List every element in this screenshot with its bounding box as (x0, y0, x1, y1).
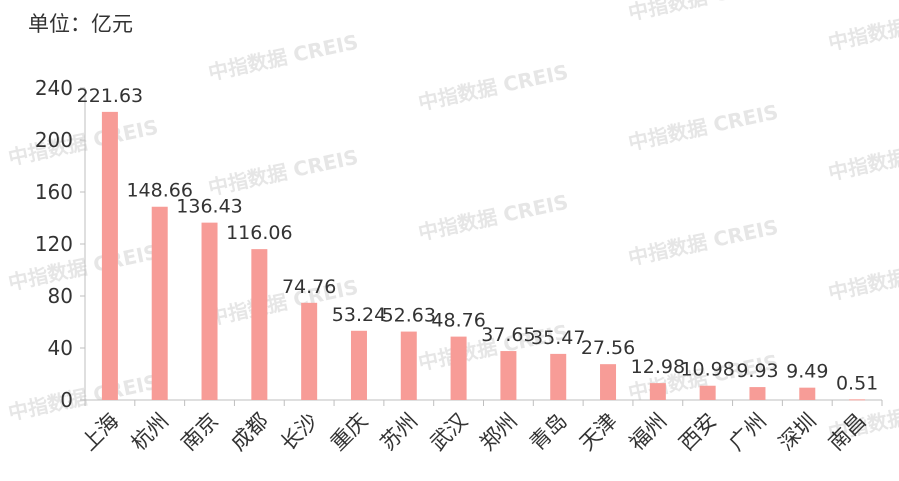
data-label: 27.56 (581, 337, 635, 359)
bar (251, 249, 268, 400)
x-tick-label: 南京 (176, 409, 223, 456)
y-tick-label: 240 (35, 76, 73, 100)
watermark-text: 中指数据 CREIS (6, 240, 160, 295)
y-tick-label: 40 (48, 336, 73, 360)
data-label: 9.49 (786, 361, 828, 383)
bar (550, 353, 567, 400)
x-tick-label: 青岛 (525, 409, 572, 456)
x-tick-label: 武汉 (425, 409, 472, 456)
x-axis: 上海 杭州 南京 成都 长沙 重庆 苏州 武汉 郑州 青岛 天津 福州 西安 广州 深圳 南昌 (77, 399, 883, 456)
data-label: 35.47 (531, 327, 585, 349)
bar (649, 383, 666, 400)
data-label: 9.93 (736, 360, 778, 382)
x-tick-label: 长沙 (276, 409, 323, 456)
data-label: 116.06 (226, 222, 292, 244)
watermark-text: 中指数据 CREIS (626, 215, 780, 270)
bar (699, 385, 716, 400)
x-tick-label: 深圳 (774, 409, 821, 456)
data-label: 221.63 (77, 85, 143, 107)
watermark-text: 中指数据 CREIS (416, 190, 570, 245)
watermark-text: 中指数据 CREIS (826, 250, 899, 305)
watermark-text: 中指数据 CREIS (6, 115, 160, 170)
bar (849, 399, 866, 401)
data-label: 48.76 (431, 310, 485, 332)
y-tick-label: 200 (35, 128, 73, 152)
data-label: 52.63 (382, 305, 436, 327)
bar-series (101, 111, 866, 401)
y-tick-label: 160 (35, 180, 73, 204)
y-tick-label: 120 (35, 232, 73, 256)
x-tick-label: 广州 (724, 409, 771, 456)
x-tick-label: 西安 (675, 409, 722, 456)
bar (799, 387, 816, 400)
data-label: 37.65 (481, 324, 535, 346)
bar (101, 111, 118, 401)
data-label: 53.24 (332, 304, 386, 326)
bar (151, 206, 168, 400)
x-tick-label: 天津 (575, 409, 622, 456)
data-label: 136.43 (176, 196, 242, 218)
x-tick-label: 成都 (226, 409, 273, 456)
watermark-text: 中指数据 CREIS (826, 130, 899, 185)
bar (749, 387, 766, 400)
bar (301, 302, 318, 400)
data-label: 74.76 (282, 276, 336, 298)
x-tick-label: 重庆 (326, 409, 373, 456)
watermark-text: 中指数据 CREIS (626, 100, 780, 155)
watermark-text: 中指数据 CREIS (206, 145, 360, 200)
data-label: 148.66 (126, 180, 192, 202)
bar (450, 336, 467, 400)
data-label: 12.98 (631, 356, 685, 378)
x-tick-label: 福州 (625, 409, 672, 456)
data-label: 10.98 (680, 359, 734, 381)
x-tick-label: 郑州 (475, 409, 522, 456)
watermark-text: 中指数据 CREIS (826, 0, 899, 55)
data-label: 0.51 (836, 372, 878, 394)
bar (350, 330, 367, 400)
watermark-text: 中指数据 CREIS (626, 0, 780, 25)
bar (500, 351, 517, 400)
bar (201, 222, 218, 400)
unit-label: 单位：亿元 (28, 12, 133, 36)
bar (400, 331, 417, 400)
watermark-text: 中指数据 CREIS (416, 60, 570, 115)
x-tick-label: 苏州 (376, 409, 423, 456)
x-tick-label: 杭州 (127, 409, 174, 456)
x-tick-label: 上海 (77, 409, 124, 456)
y-tick-label: 0 (60, 388, 73, 412)
bar (600, 364, 617, 400)
watermark-text: 中指数据 CREIS (206, 30, 360, 85)
y-tick-label: 80 (48, 284, 73, 308)
y-axis: 0 40 80 120 160 200 240 (35, 76, 86, 412)
watermark-text: 中指数据 CREIS (6, 370, 160, 425)
